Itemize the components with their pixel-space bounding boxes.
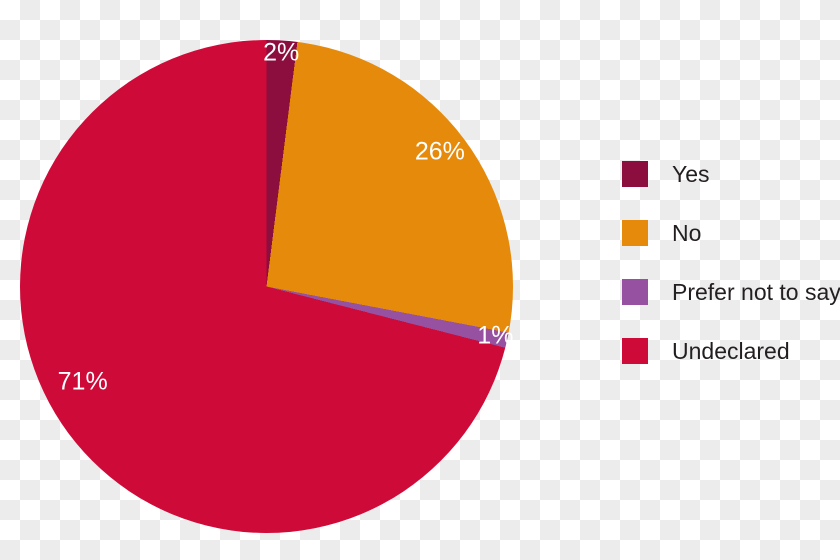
legend-item-prefer-not-to-say: Prefer not to say <box>622 279 840 305</box>
slice-label-undeclared: 71% <box>57 367 108 396</box>
legend-item-yes: Yes <box>622 161 840 187</box>
legend-label-prefer-not-to-say: Prefer not to say <box>672 279 840 305</box>
legend-swatch-yes <box>622 161 648 187</box>
legend-item-no: No <box>622 220 840 246</box>
legend: Yes No Prefer not to say Undeclared <box>622 161 840 364</box>
legend-label-yes: Yes <box>672 161 710 187</box>
legend-label-undeclared: Undeclared <box>672 338 790 364</box>
legend-swatch-prefer-not-to-say <box>622 279 648 305</box>
legend-item-undeclared: Undeclared <box>622 338 840 364</box>
legend-label-no: No <box>672 220 702 246</box>
slice-label-prefer-not-to-say: 1% <box>477 321 514 350</box>
legend-swatch-no <box>622 220 648 246</box>
pie-chart: 2% 26% 1% 71% <box>20 40 513 533</box>
slice-label-no: 26% <box>414 137 465 166</box>
legend-swatch-undeclared <box>622 338 648 364</box>
slice-label-yes: 2% <box>263 38 300 67</box>
